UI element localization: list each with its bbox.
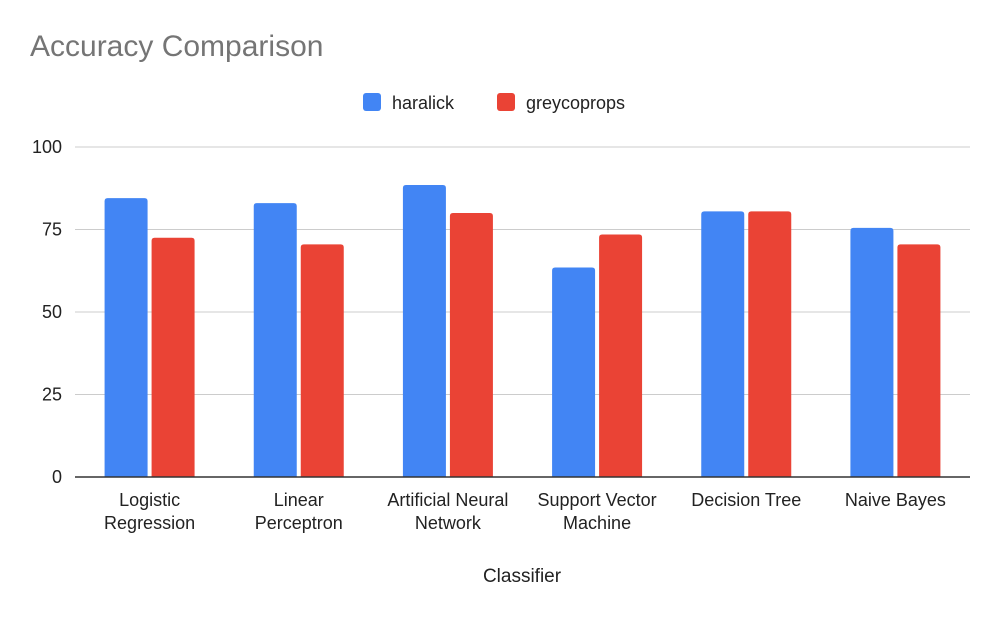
x-tick-label-line: Linear [274, 490, 324, 510]
bar-haralick [552, 267, 596, 477]
x-tick-label: Linear Perceptron [255, 490, 343, 533]
bar-greycoprops [449, 213, 493, 477]
bar-greycoprops [897, 244, 941, 477]
x-tick-label-line: Support Vector [538, 490, 657, 510]
y-tick-label: 50 [42, 302, 62, 322]
bars-layer [104, 184, 941, 477]
x-tick-label-line: Machine [563, 513, 631, 533]
y-tick-label: 75 [42, 220, 62, 240]
y-tick-label: 25 [42, 385, 62, 405]
x-tick-label: Naive Bayes [845, 490, 946, 510]
bar-haralick [253, 203, 297, 477]
bar-haralick [402, 184, 446, 477]
y-tick-label: 100 [32, 137, 62, 157]
x-tick-label: Artificial Neural Network [387, 490, 508, 533]
grid-layer [75, 146, 970, 395]
legend-label-greycoprops: greycoprops [526, 93, 625, 113]
x-tick-label-line: Network [415, 513, 482, 533]
x-tick-label-line: Regression [104, 513, 195, 533]
legend-swatch-greycoprops [497, 93, 515, 111]
legend-swatch-haralick [363, 93, 381, 111]
x-axis-label: Classifier [483, 566, 562, 587]
x-tick-label: Support Vector Machine [538, 490, 657, 533]
bar-haralick [701, 211, 745, 477]
y-tick-label: 0 [52, 467, 62, 487]
x-tick-label-line: Decision Tree [691, 490, 801, 510]
x-tick-label-line: Perceptron [255, 513, 343, 533]
bar-greycoprops [748, 211, 792, 477]
legend: haralick greycoprops [363, 93, 625, 113]
bar-haralick [850, 227, 894, 477]
x-tick-label-line: Artificial Neural [387, 490, 508, 510]
axis-layer: 0 25 50 75 100 Logistic Regression Linear Percep… [32, 137, 970, 533]
bar-greycoprops [300, 244, 344, 477]
bar-haralick [104, 198, 148, 477]
bar-greycoprops [599, 234, 643, 477]
x-tick-label: Logistic Regression [104, 490, 195, 533]
legend-label-haralick: haralick [392, 93, 455, 113]
chart-title: Accuracy Comparison [30, 30, 324, 63]
bar-greycoprops [151, 237, 195, 477]
x-tick-label: Decision Tree [691, 490, 801, 510]
x-tick-label-line: Logistic [119, 490, 180, 510]
x-tick-label-line: Naive Bayes [845, 490, 946, 510]
